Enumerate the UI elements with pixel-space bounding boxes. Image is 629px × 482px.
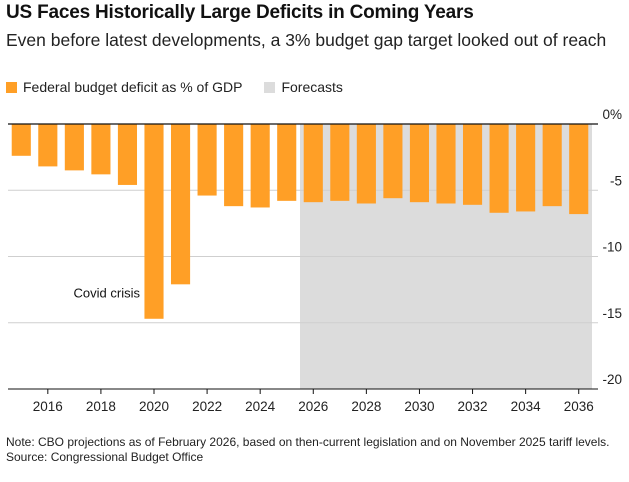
bar xyxy=(356,124,376,204)
bar xyxy=(91,124,111,175)
bar xyxy=(277,124,297,201)
bar xyxy=(224,124,244,207)
bar xyxy=(38,124,58,167)
x-tick-label: 2020 xyxy=(139,399,169,414)
bar xyxy=(383,124,403,199)
y-tick-label: 0% xyxy=(602,107,622,122)
bar xyxy=(542,124,562,207)
bar xyxy=(409,124,430,203)
legend-label-forecast: Forecasts xyxy=(281,79,343,95)
bar xyxy=(303,124,323,203)
chart-title: US Faces Historically Large Deficits in … xyxy=(6,2,474,23)
bar xyxy=(64,124,84,171)
y-tick-label: -20 xyxy=(602,372,622,387)
bar xyxy=(516,124,536,212)
bar xyxy=(569,124,589,215)
chart-footer: Note: CBO projections as of February 202… xyxy=(6,435,621,465)
x-tick-label: 2030 xyxy=(404,399,434,414)
x-tick-label: 2034 xyxy=(511,399,542,414)
y-tick-label: -5 xyxy=(610,173,622,188)
bar xyxy=(462,124,483,205)
legend-swatch-forecast xyxy=(264,81,276,93)
x-tick-label: 2022 xyxy=(192,399,222,414)
bar xyxy=(436,124,456,204)
legend-swatch-deficit xyxy=(6,81,17,93)
x-tick-label: 2036 xyxy=(564,399,594,414)
bar xyxy=(197,124,217,196)
y-tick-label: -10 xyxy=(602,240,622,255)
x-tick-label: 2016 xyxy=(33,399,63,414)
legend-item-deficit: Federal budget deficit as % of GDP xyxy=(6,79,242,95)
legend-label-deficit: Federal budget deficit as % of GDP xyxy=(23,79,243,95)
x-tick-label: 2024 xyxy=(245,399,276,414)
x-tick-label: 2028 xyxy=(351,399,381,414)
legend-item-forecast: Forecasts xyxy=(264,79,343,95)
footer-note: Note: CBO projections as of February 202… xyxy=(6,435,610,449)
legend: Federal budget deficit as % of GDP Forec… xyxy=(6,79,365,95)
footer-source: Source: Congressional Budget Office xyxy=(6,450,204,464)
x-tick-label: 2018 xyxy=(86,399,116,414)
bar xyxy=(11,124,31,156)
bar xyxy=(117,124,138,185)
bar xyxy=(489,124,509,213)
annotation-covid-crisis: Covid crisis xyxy=(74,286,141,301)
bar xyxy=(250,124,270,208)
y-tick-label: -15 xyxy=(602,306,622,321)
bar xyxy=(144,124,164,319)
chart-subtitle: Even before latest developments, a 3% bu… xyxy=(6,30,607,50)
bar xyxy=(330,124,350,201)
x-tick-label: 2026 xyxy=(298,399,328,414)
x-tick-label: 2032 xyxy=(458,399,488,414)
bar-chart: 0% -5 -10 -15 -20 2016 2018 2020 2022 2024 2026 202… xyxy=(8,107,622,414)
bar xyxy=(170,124,191,285)
